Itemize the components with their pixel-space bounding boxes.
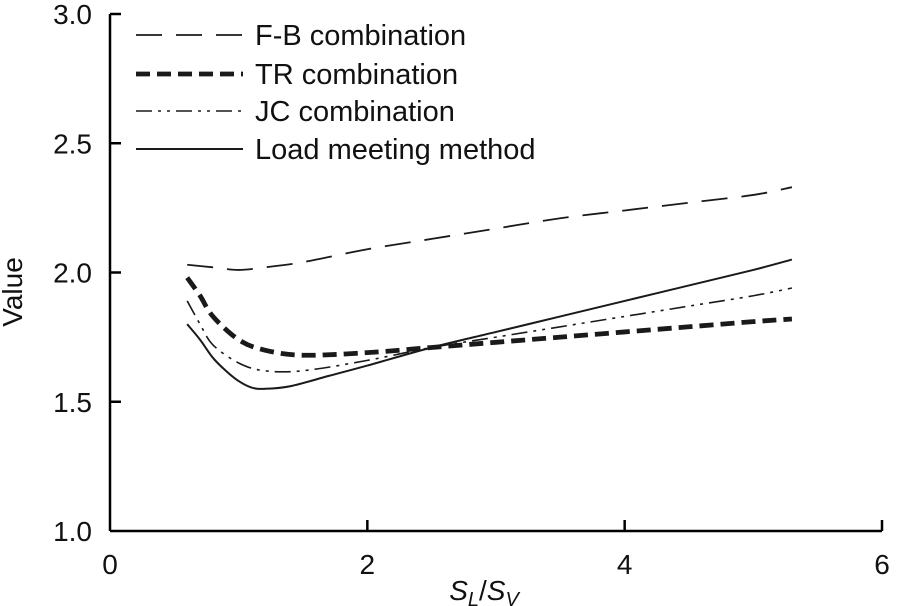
ticks xyxy=(110,12,884,531)
x-axis-title-s1: S xyxy=(449,575,468,606)
y-tick-label-1.0: 1.0 xyxy=(53,516,92,547)
series-line-tr-combination xyxy=(185,276,793,358)
series-lines xyxy=(185,186,793,390)
x-axis-title-slash: / xyxy=(479,575,487,606)
legend-label-load-meeting-method: Load meeting method xyxy=(255,134,536,166)
x-tick-label-0: 0 xyxy=(102,549,118,580)
x-tick-label-2: 2 xyxy=(360,549,376,580)
legend: F-B combination TR combination JC combinat… xyxy=(136,20,536,166)
x-tick-label-6: 6 xyxy=(874,549,890,580)
legend-label-f-b-combination: F-B combination xyxy=(255,20,466,52)
x-axis-title-sub2: V xyxy=(505,589,520,606)
x-axis-title-s2: S xyxy=(487,575,506,606)
x-axis-title: SL/SV xyxy=(449,575,520,606)
y-tick-label-1.5: 1.5 xyxy=(53,387,92,418)
series-line-load-meeting-method xyxy=(186,258,793,390)
y-tick-label-2.5: 2.5 xyxy=(53,128,92,159)
x-tick-label-4: 4 xyxy=(617,549,633,580)
legend-label-jc-combination: JC combination xyxy=(255,96,455,128)
y-tick-label-3.0: 3.0 xyxy=(53,0,92,30)
tick-labels: 0 2 4 6 1.0 1.5 2.0 2.5 3.0 xyxy=(53,0,890,580)
y-axis-title: Value xyxy=(0,257,28,327)
x-axis-title-sub1: L xyxy=(468,589,479,606)
y-tick-label-2.0: 2.0 xyxy=(53,258,92,289)
series-line-f-b-combination xyxy=(187,186,793,271)
legend-label-tr-combination: TR combination xyxy=(255,59,458,91)
series-line-jc-combination xyxy=(186,287,793,373)
axes xyxy=(108,14,882,533)
